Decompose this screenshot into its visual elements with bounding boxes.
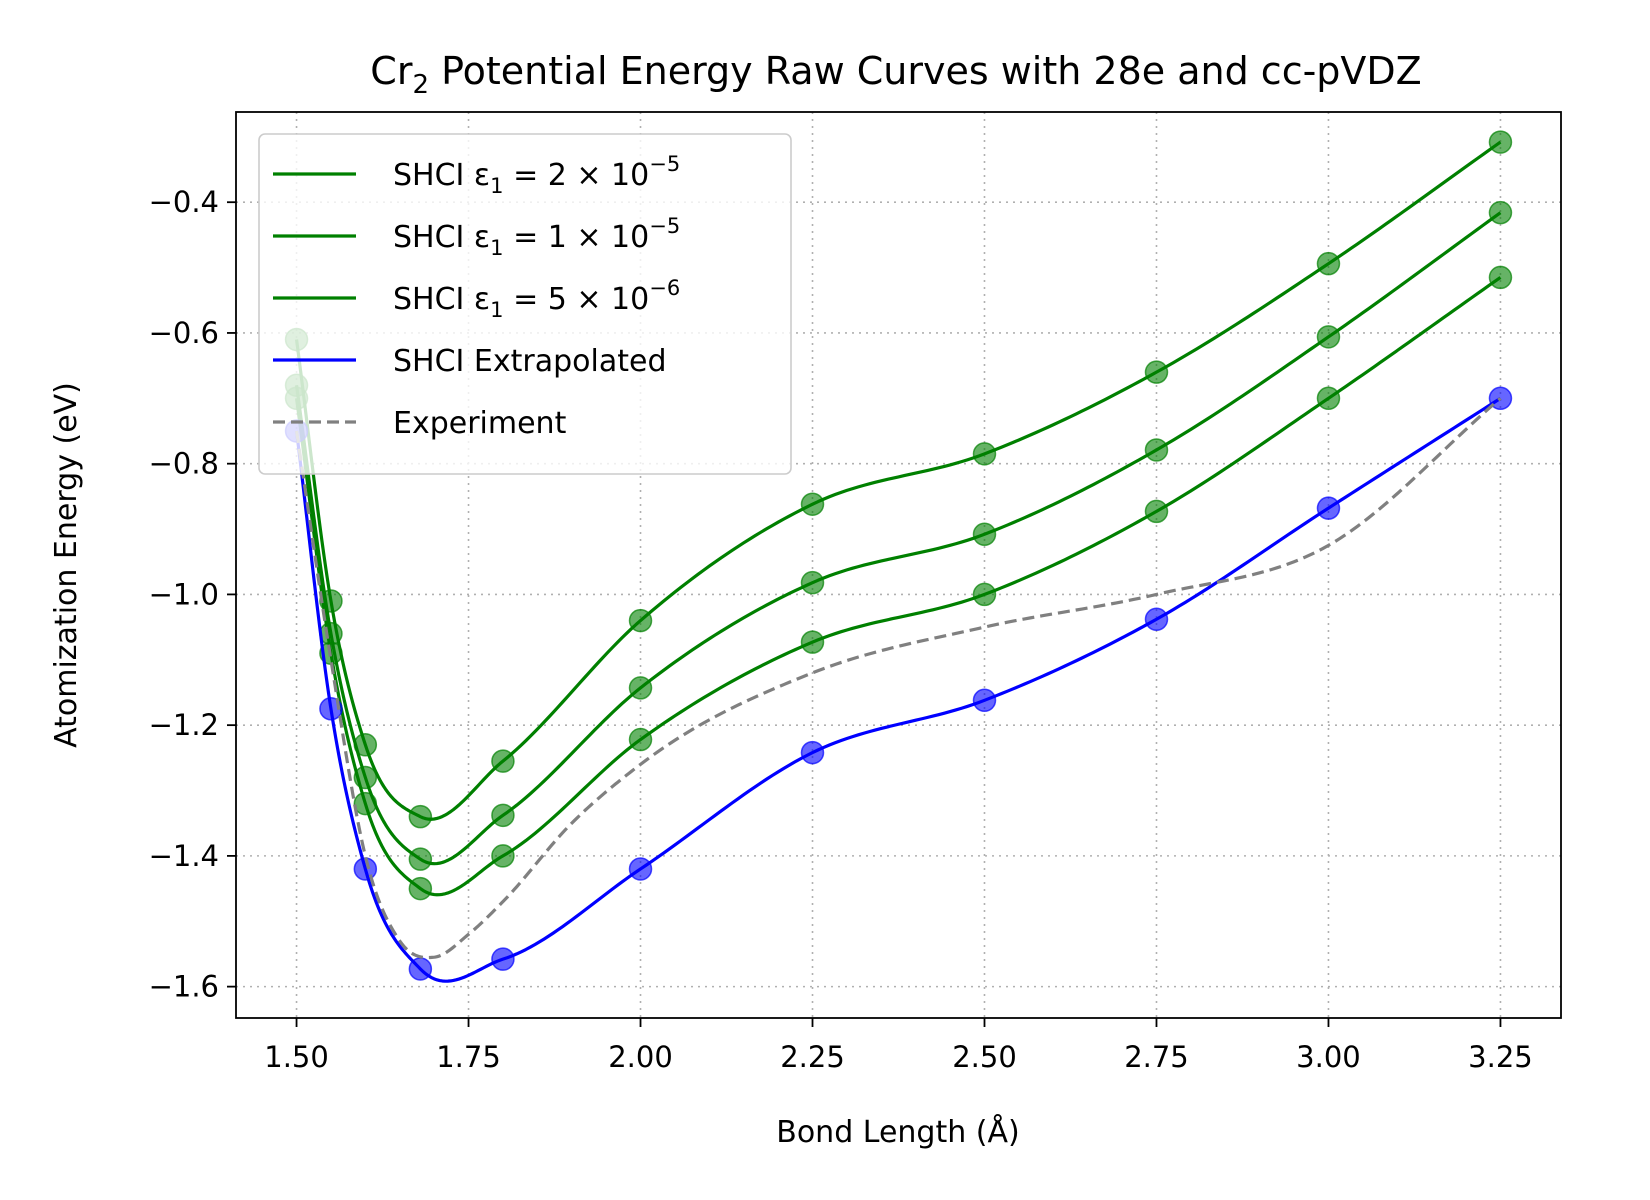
data-point	[491, 947, 515, 971]
data-point	[1488, 265, 1513, 290]
y-tick-label: −1.6	[149, 970, 219, 1004]
data-point	[972, 522, 997, 547]
data-point	[972, 688, 997, 713]
legend-label: Experiment	[393, 406, 567, 441]
data-point	[628, 676, 653, 700]
legend-label: SHCI Extrapolated	[393, 344, 667, 379]
legend-label: SHCI ε1 = 5 × 10−6	[393, 276, 680, 322]
data-point	[1144, 438, 1169, 462]
data-point	[491, 749, 515, 773]
data-point	[408, 804, 433, 829]
data-point	[628, 727, 653, 752]
x-axis-ticks: 1.50 1.75 2.00 2.25 2.50 2.75 3.00 3.25	[264, 1018, 1533, 1074]
x-axis-label: Bond Length (Å)	[776, 1114, 1019, 1150]
y-tick-label: −1.2	[149, 708, 219, 742]
data-point	[1316, 496, 1341, 520]
chart-title: Cr2 Potential Energy Raw Curves with 28e…	[370, 49, 1421, 100]
x-tick-label: 2.25	[780, 1040, 845, 1074]
y-axis-ticks: −1.6 −1.4 −1.2 −1.0 −0.8 −0.6 −0.4	[149, 185, 236, 1004]
legend-label: SHCI ε1 = 1 × 10−5	[393, 214, 680, 260]
y-tick-label: −0.8	[149, 447, 219, 481]
y-tick-label: −0.6	[149, 316, 219, 350]
data-point	[319, 621, 343, 646]
y-tick-label: −1.4	[149, 839, 219, 873]
data-point	[972, 582, 997, 607]
data-point	[800, 740, 825, 765]
data-point	[1488, 200, 1513, 225]
y-tick-label: −1.0	[149, 577, 219, 611]
data-point	[353, 791, 378, 816]
legend: SHCI ε1 = 2 × 10−5 SHCI ε1 = 1 × 10−5 SHCI…	[258, 133, 792, 475]
x-tick-label: 3.00	[1296, 1040, 1361, 1074]
plot-frame	[235, 111, 1562, 1019]
data-point	[800, 630, 825, 654]
data-point	[1144, 360, 1169, 384]
data-point	[628, 608, 653, 633]
series-5	[294, 397, 1502, 960]
data-point	[800, 570, 825, 595]
y-axis-label: Atomization Energy (eV)	[49, 382, 84, 748]
data-point	[800, 492, 825, 516]
data-point	[491, 803, 515, 828]
data-point	[628, 857, 653, 881]
data-point	[408, 957, 433, 981]
data-point	[491, 844, 515, 868]
legend-label: SHCI ε1 = 2 × 10−5	[393, 152, 680, 198]
x-tick-label: 3.25	[1468, 1040, 1533, 1074]
data-point	[1488, 130, 1513, 154]
x-tick-label: 2.75	[1124, 1040, 1189, 1074]
series-line	[294, 397, 1502, 960]
x-tick-label: 2.50	[952, 1040, 1017, 1074]
data-point	[1316, 251, 1341, 276]
data-point	[1316, 386, 1341, 411]
data-point	[408, 876, 433, 901]
x-tick-label: 1.50	[264, 1040, 329, 1074]
y-tick-label: −0.4	[149, 185, 219, 219]
data-point	[1316, 325, 1341, 349]
data-point	[972, 442, 997, 466]
x-tick-label: 2.00	[608, 1040, 673, 1074]
legend-box	[258, 133, 792, 475]
x-tick-label: 1.75	[436, 1040, 501, 1074]
data-point	[1144, 607, 1169, 632]
data-point	[1144, 499, 1169, 524]
data-point	[408, 847, 433, 871]
